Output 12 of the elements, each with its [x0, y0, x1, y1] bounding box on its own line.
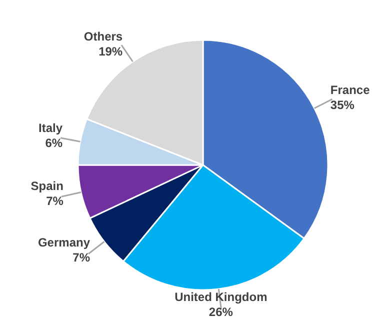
- slice-label: Spain: [30, 179, 64, 194]
- data-label: 7%: [72, 250, 90, 265]
- slice-label: Others: [84, 30, 123, 44]
- slice-label: Italy: [38, 121, 63, 136]
- data-label: 35%: [330, 98, 355, 112]
- slice-label: Germany: [38, 236, 90, 250]
- data-label: 6%: [45, 136, 63, 150]
- slice-label: United Kingdom: [174, 290, 268, 304]
- data-label: 26%: [208, 304, 234, 319]
- data-label: 7%: [46, 194, 64, 208]
- slice-label: France: [330, 83, 370, 98]
- data-label: 19%: [98, 44, 123, 59]
